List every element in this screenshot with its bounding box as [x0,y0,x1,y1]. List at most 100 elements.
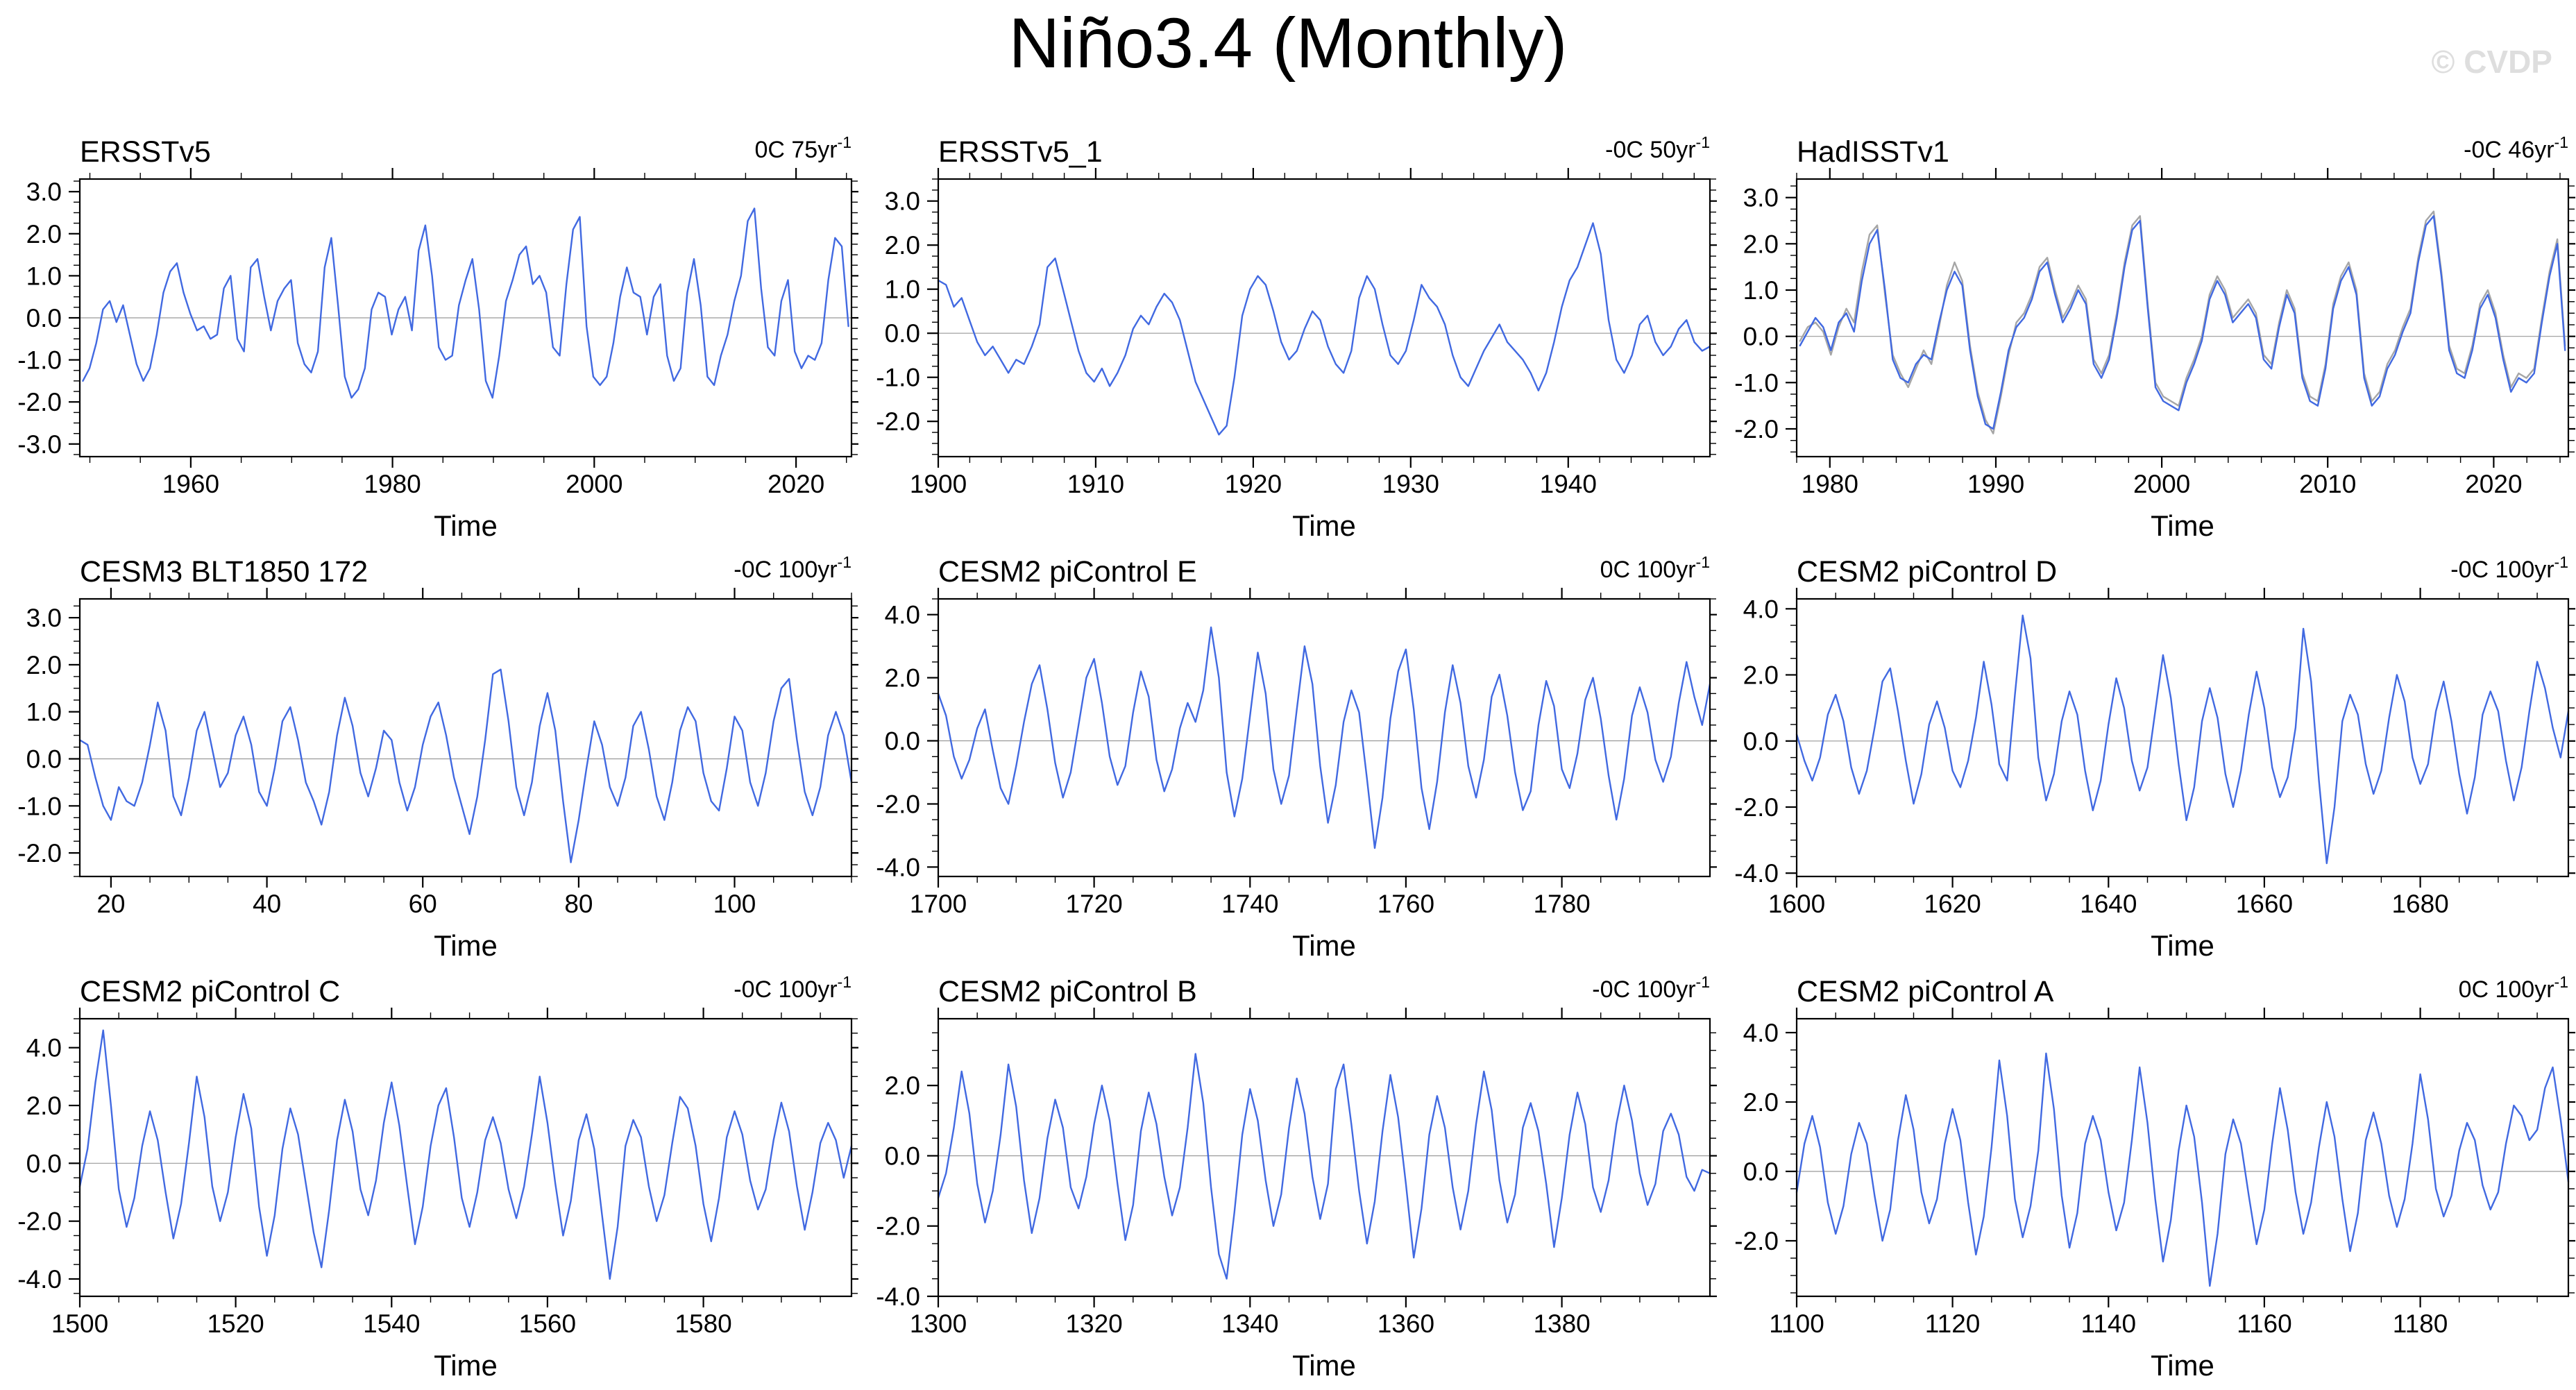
y-tick-label: 0.0 [26,745,62,774]
y-tick-label: 2.0 [1743,1088,1779,1117]
panel-title: HadISSTv1 [1797,135,1949,169]
y-tick-label: 2.0 [885,231,920,260]
panel-trend-label: -0C 100yr-1 [734,553,851,583]
cvdp-watermark: © CVDP [2431,44,2552,80]
x-tick-label: 1740 [1221,890,1278,918]
panel-title: ERSSTv5 [80,135,211,169]
x-tick-label: 1600 [1768,890,1825,918]
chart-panel-cesm2-picontrol-c: 1500 1520 1540 1560 1580 4.0 2.0 0.0 -2.0 -4.0 CES… [17,973,858,1381]
series-nino34 [1799,215,2566,430]
chart-panel-hadisstv1: 1980 1990 2000 2010 2020 3.0 2.0 1.0 0.0 -1.0 -2.0… [1734,133,2575,541]
x-tick-label: 2000 [566,470,622,498]
x-axis-title: Time [1292,509,1356,541]
panel-title: CESM2 piControl B [938,975,1197,1008]
y-tick-label: -2.0 [876,790,920,819]
x-tick-label: 1900 [910,470,967,498]
y-tick-label: 0.0 [1743,727,1779,756]
plot-frame [1795,178,2570,458]
series-nino34 [78,668,853,863]
chart-panel-ersstv5: 1960 1980 2000 2020 3.0 2.0 1.0 0.0 -1.0 -2.0 -3.0… [17,133,858,541]
x-tick-label: 1960 [162,470,219,498]
x-tick-label: 80 [564,890,593,918]
x-tick-label: 1500 [51,1310,108,1338]
x-tick-label: 1780 [1533,890,1590,918]
x-axis-title: Time [434,509,498,541]
chart-panel-cesm2-picontrol-e: 1700 1720 1740 1760 1780 4.0 2.0 0.0 -2.0 -4.0 CES… [876,553,1717,961]
y-tick-label: 0.0 [1743,323,1779,351]
series-nino34 [78,1029,853,1280]
series-nino34 [937,1053,1711,1280]
chart-panel-cesm2-picontrol-d: 1600 1620 1640 1660 1680 4.0 2.0 0.0 -2.0 -4.0 CES… [1734,553,2575,961]
y-tick-label: 1.0 [1743,276,1779,305]
x-tick-label: 1560 [519,1310,576,1338]
plot-frame [937,1017,1711,1298]
panel-trend-label: -0C 50yr-1 [1605,133,1710,163]
x-tick-label: 1180 [2393,1310,2448,1338]
chart-panel-cesm3-blt1850-172: 20 40 60 80 100 3.0 2.0 1.0 0.0 -1.0 -2.0 CESM3 BLT… [17,553,858,961]
y-tick-label: 0.0 [885,319,920,348]
x-tick-label: 1140 [2081,1310,2137,1338]
y-tick-label: -2.0 [17,1207,62,1236]
chart-panel-ersstv5-1: 1900 1910 1920 1930 1940 3.0 2.0 1.0 0.0 -1.0 -2.0… [876,133,1717,541]
x-tick-label: 1160 [2237,1310,2292,1338]
x-tick-label: 1120 [1925,1310,1981,1338]
series-nino34 [937,222,1711,436]
x-tick-label: 2020 [2465,470,2522,498]
y-tick-label: -2.0 [17,839,62,867]
y-tick-label: 4.0 [1743,595,1779,623]
x-tick-label: 2000 [2133,470,2190,498]
y-tick-label: 3.0 [26,178,62,206]
plot-frame [78,597,853,878]
y-tick-label: -4.0 [17,1265,62,1294]
x-tick-label: 1520 [207,1310,264,1338]
x-tick-label: 1910 [1067,470,1124,498]
panel-trend-label: -0C 100yr-1 [1592,973,1710,1003]
y-tick-label: -4.0 [876,1282,920,1311]
panel-title: CESM3 BLT1850 172 [80,555,368,588]
y-tick-label: -1.0 [1734,368,1779,397]
y-tick-label: -2.0 [1734,415,1779,443]
y-tick-label: -2.0 [876,407,920,436]
x-tick-label: 1990 [1967,470,2024,498]
x-tick-label: 1540 [363,1310,420,1338]
y-tick-label: 1.0 [885,276,920,304]
panel-title: ERSSTv5_1 [938,135,1103,169]
plot-frame [937,178,1711,458]
x-tick-label: 1920 [1225,470,1282,498]
panel-trend-label: 0C 75yr-1 [754,133,851,163]
x-tick-label: 1720 [1065,890,1122,918]
panel-title: CESM2 piControl C [80,975,340,1008]
y-tick-label: 0.0 [885,1142,920,1171]
chart-grid: 1960 1980 2000 2020 3.0 2.0 1.0 0.0 -1.0 -2.0 -3.0… [0,121,2575,1381]
x-tick-label: 1930 [1382,470,1439,498]
x-axis-title: Time [1292,1349,1356,1381]
y-tick-label: -2.0 [1734,793,1779,822]
y-tick-label: 2.0 [26,1092,62,1120]
y-tick-label: 2.0 [885,1071,920,1100]
chart-panel-cesm2-picontrol-a: 1100 1120 1140 1160 1180 4.0 2.0 0.0 -2.0 CESM2 p… [1734,973,2575,1381]
y-tick-label: 0.0 [26,1149,62,1178]
y-tick-label: 0.0 [26,304,62,332]
x-tick-label: 1760 [1378,890,1434,918]
x-tick-label: 1620 [1924,890,1981,918]
x-tick-label: 1700 [910,890,967,918]
x-tick-label: 1680 [2391,890,2448,918]
plot-frame [1795,597,2570,878]
y-tick-label: 0.0 [1743,1158,1779,1186]
x-tick-label: 60 [409,890,437,918]
x-tick-label: 1980 [1802,470,1858,498]
page-title: Niño3.4 (Monthly) [1008,3,1568,83]
x-axis-title: Time [434,929,498,961]
y-tick-label: 2.0 [26,220,62,248]
y-tick-label: -2.0 [1734,1227,1779,1255]
y-tick-label: -2.0 [17,388,62,416]
y-tick-label: 2.0 [1743,230,1779,258]
y-tick-label: 1.0 [26,698,62,727]
x-tick-label: 1980 [364,470,421,498]
y-tick-label: -4.0 [876,853,920,881]
y-tick-label: -1.0 [17,346,62,375]
y-tick-label: -1.0 [876,364,920,392]
x-tick-label: 1940 [1540,470,1597,498]
x-tick-label: 1660 [2236,890,2293,918]
plot-frame [78,1017,853,1298]
